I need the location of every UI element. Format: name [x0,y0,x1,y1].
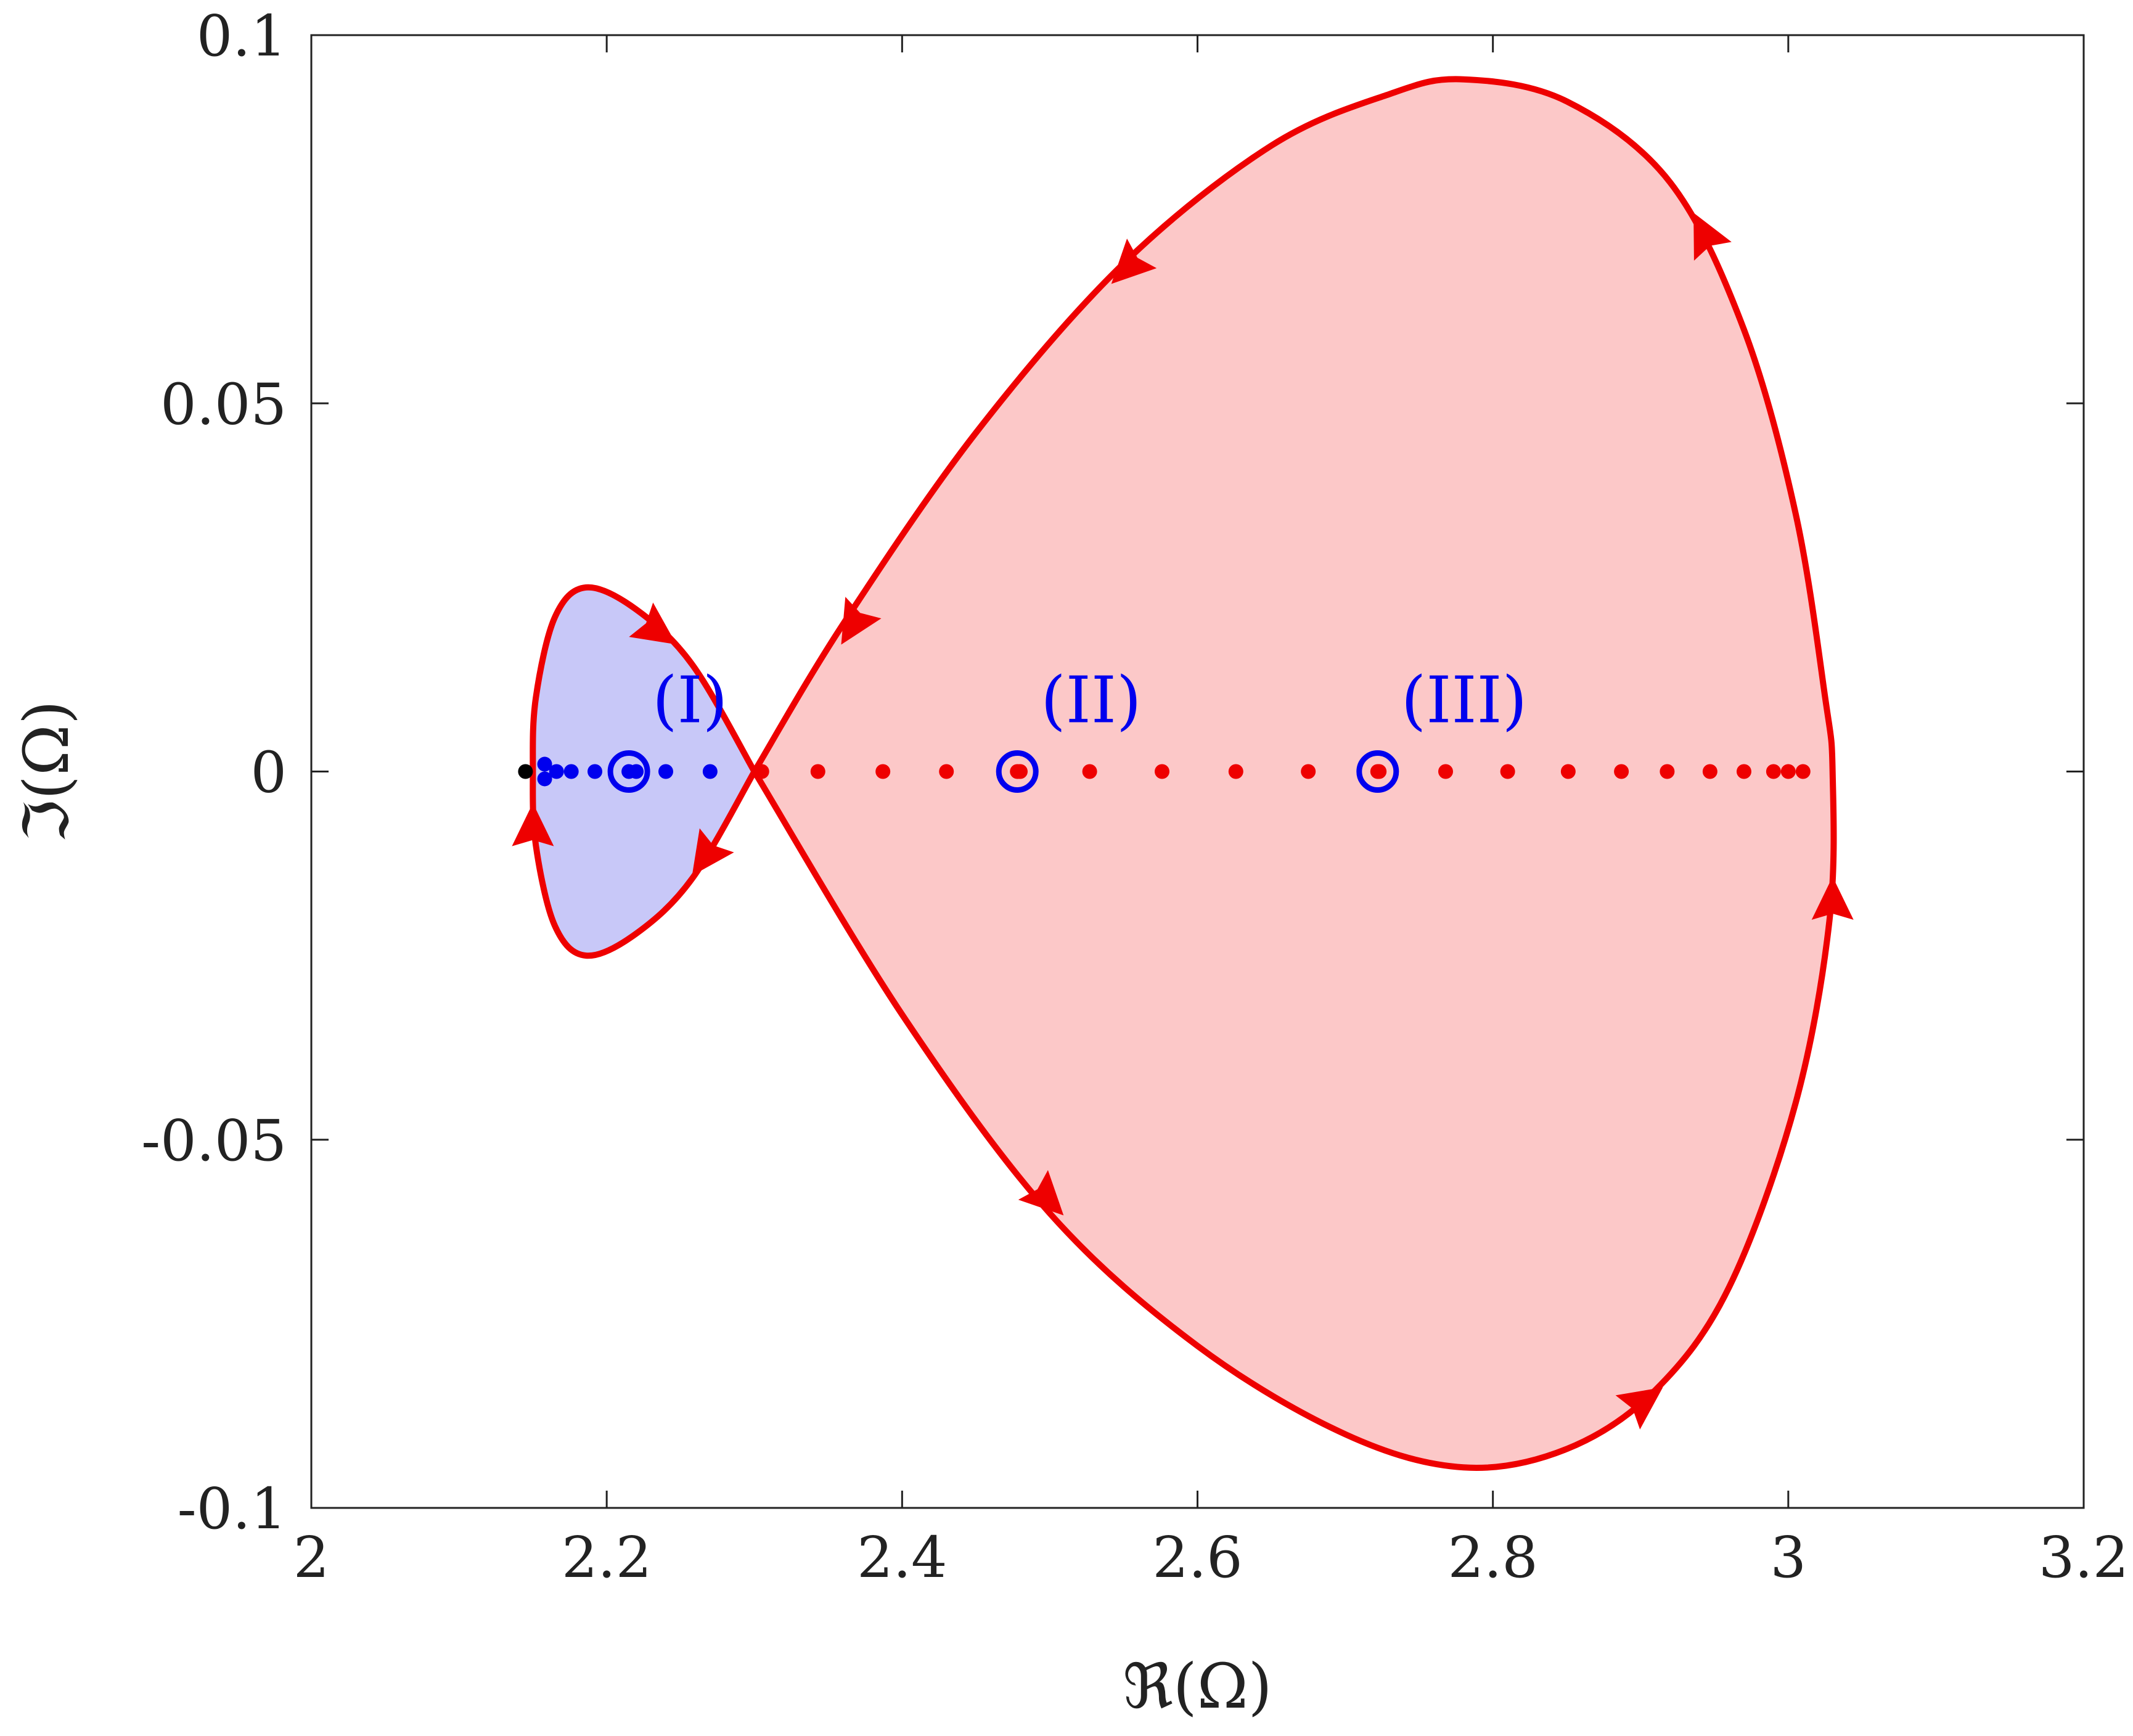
marker-label-1: (II) [1041,663,1141,738]
data-point-2-12 [1560,764,1576,779]
data-point-2-3 [939,764,954,779]
data-point-2-0 [754,764,769,779]
y-tick-label: -0.05 [141,1108,287,1174]
data-point-2-11 [1500,764,1515,779]
x-tick-label: 3 [1771,1525,1807,1591]
arrow-0 [629,602,677,645]
arrow-8 [1018,1170,1064,1216]
y-tick-labels: 0.1 0.05 0 -0.05 -0.1 [141,3,287,1542]
data-point-1-6 [658,764,673,779]
arrow-7 [1615,1387,1663,1430]
y-tick-label: 0.1 [197,3,287,69]
arrow-6 [1811,877,1854,920]
data-point-2-14 [1660,764,1675,779]
data-point-2-1 [810,764,825,779]
data-point-2-16 [1736,764,1751,779]
marker-ring-0 [607,750,650,793]
data-point-2-5 [1082,764,1097,779]
contour-fills [533,79,1834,1468]
axis-ticks [310,34,2085,1509]
direction-arrows [512,213,1854,1430]
x-tick-label: 2 [293,1525,330,1591]
data-point-2-15 [1702,764,1717,779]
marker-dot-1 [1010,764,1025,779]
data-point-1-4 [587,764,602,779]
arrow-1 [512,803,554,846]
data-point-2-10 [1438,764,1453,779]
data-point-2-7 [1228,764,1243,779]
data-point-1-2 [549,764,564,779]
data-point-2-13 [1614,764,1629,779]
marker-label-2: (III) [1401,663,1527,738]
x-tick-label: 2.8 [1448,1525,1538,1591]
arrow-3 [841,597,882,645]
data-point-0-0 [518,764,533,779]
contour-line-1 [751,76,1837,1471]
arrow-4 [1111,239,1157,284]
data-point-1-1 [537,771,552,787]
x-tick-label: 2.6 [1152,1525,1242,1591]
marker-ring-1 [996,750,1039,793]
y-tick-label: 0 [250,740,287,806]
marker-dot-2 [1370,764,1385,779]
x-axis-label: ℜ(Ω) [1123,1650,1272,1722]
y-axis-label: ℑ(Ω) [10,700,83,843]
x-tick-label: 2.2 [562,1525,652,1591]
x-tick-label: 2.4 [857,1525,947,1591]
data-point-1-7 [702,764,718,779]
marker-dot-0 [621,764,637,779]
data-point-2-18 [1780,764,1796,779]
data-point-1-3 [563,764,579,779]
data-point-2-19 [1795,764,1811,779]
contour-fill-1 [754,79,1834,1468]
data-point-2-2 [875,764,891,779]
data-point-1-0 [537,756,552,772]
y-tick-label: 0.05 [160,371,287,437]
data-point-2-6 [1155,764,1169,779]
arrow-5 [1693,213,1732,261]
marker-label-0: (I) [652,663,727,738]
arrow-2 [692,828,734,876]
data-point-2-17 [1766,764,1781,779]
marker-ring-2 [1356,750,1399,793]
x-tick-labels: 2 2.2 2.4 2.6 2.8 3 3.2 [293,1525,2129,1591]
y-tick-label: -0.1 [178,1476,287,1542]
x-tick-label: 3.2 [2039,1525,2129,1591]
highlighted-markers: (I) (II) (III) [607,663,1527,793]
data-point-2-8 [1301,764,1316,779]
